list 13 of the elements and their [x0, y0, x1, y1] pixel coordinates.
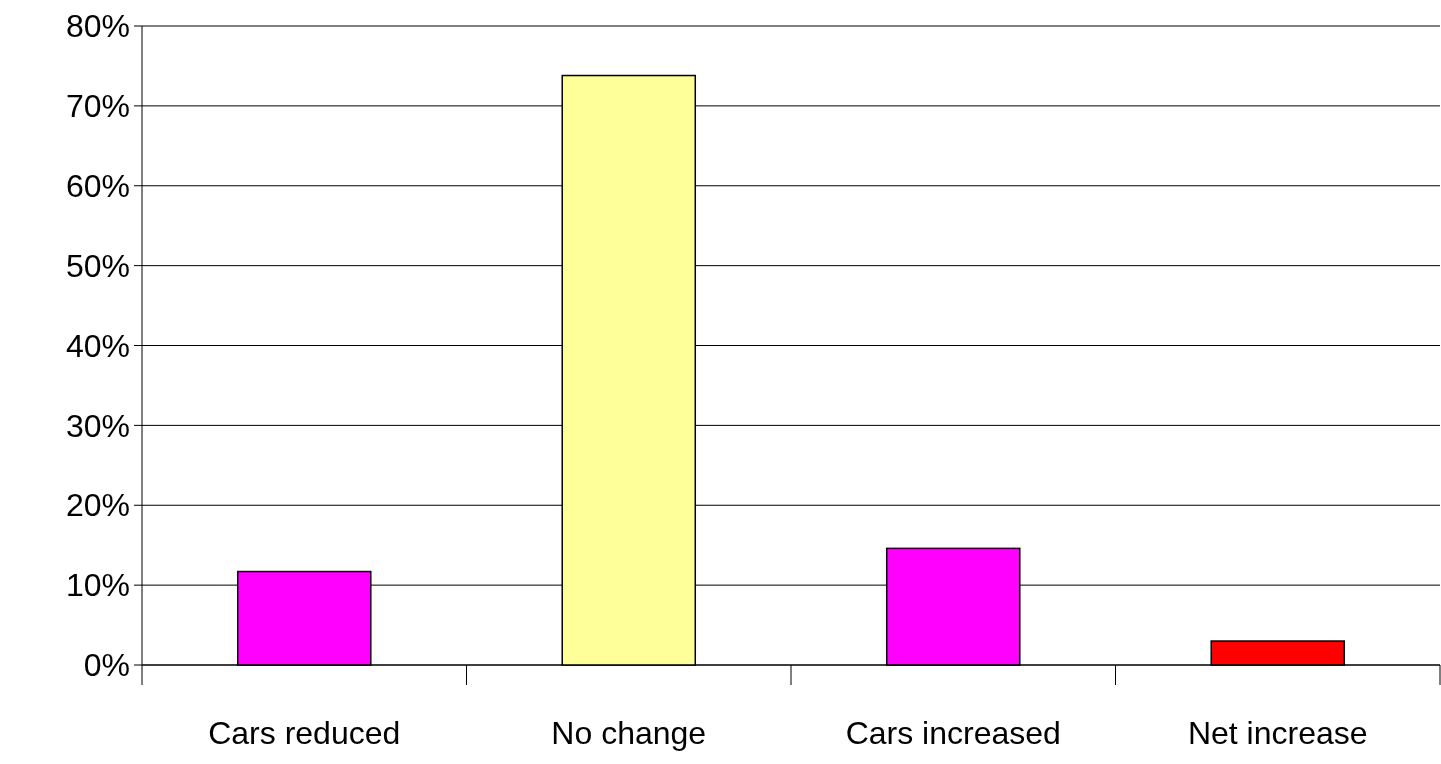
y-tick-label: 50%	[65, 247, 130, 284]
y-tick-label: 60%	[65, 167, 130, 204]
x-tick-label: Cars increased	[845, 715, 1061, 751]
x-tick-label: Net increase	[1187, 715, 1368, 751]
x-tick-label: Cars reduced	[208, 715, 401, 751]
y-tick-label: 80%	[65, 8, 130, 45]
y-tick-label: 30%	[65, 407, 130, 444]
y-tick-label: 20%	[65, 487, 130, 524]
y-tick-label: 10%	[65, 567, 130, 604]
y-tick-label: 40%	[65, 327, 130, 364]
y-tick-label: 70%	[65, 88, 130, 125]
y-tick-label: 0%	[83, 647, 130, 684]
x-tick-label: No change	[551, 715, 707, 751]
